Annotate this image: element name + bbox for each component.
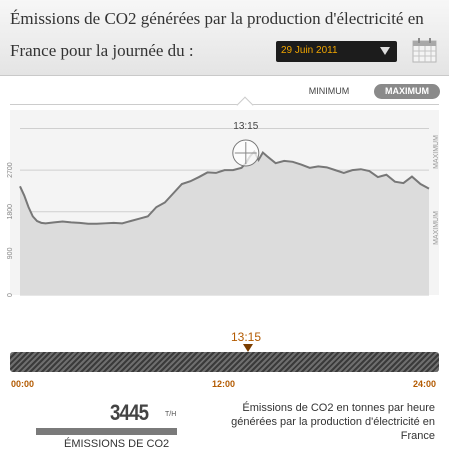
timeline-scrubber[interactable] [10, 352, 439, 372]
timeline-current-time: 13:15 [231, 330, 262, 344]
chevron-down-icon [380, 47, 390, 55]
emissions-bar [36, 428, 177, 435]
page-title-line2: France pour la journée du : [10, 41, 194, 60]
header: Émissions de CO2 générées par la product… [0, 0, 449, 76]
series-area [20, 151, 429, 295]
timeline-end-label: 24:00 [413, 379, 437, 389]
minimum-button[interactable]: MINIMUM [308, 86, 350, 96]
timeline-start-label: 00:00 [11, 379, 35, 389]
date-select[interactable]: 29 Juin 2011 [276, 41, 397, 62]
timeline-middle-label: 12:00 [212, 379, 236, 389]
right-axis-label: MAXIMUM [433, 135, 440, 169]
selected-time-label: 13:15 [233, 121, 258, 132]
emissions-chart: 0 900 1800 2700 MAXIMUM MAXIMUM 13:15 [7, 110, 440, 297]
y-tick-label: 900 [7, 247, 14, 259]
page-title-line1: Émissions de CO2 générées par la product… [10, 9, 424, 28]
calendar-icon[interactable] [412, 37, 437, 63]
emissions-unit: T/H [165, 411, 177, 418]
emissions-caption: ÉMISSIONS DE CO2 [64, 438, 170, 450]
y-tick-label: 0 [7, 293, 14, 297]
emissions-description: Émissions de CO2 en tonnes par heure gén… [231, 402, 435, 442]
date-value: 29 Juin 2011 [281, 45, 338, 56]
timeline-marker[interactable] [243, 344, 253, 352]
toggle-divider [10, 104, 439, 105]
series-line [19, 149, 430, 225]
y-tick-label: 1800 [7, 204, 14, 220]
y-tick-label: 2700 [7, 162, 14, 178]
right-axis-label: MAXIMUM [433, 211, 440, 245]
maximum-button[interactable]: MAXIMUM [374, 84, 440, 99]
emissions-value: 3445 [110, 400, 149, 425]
